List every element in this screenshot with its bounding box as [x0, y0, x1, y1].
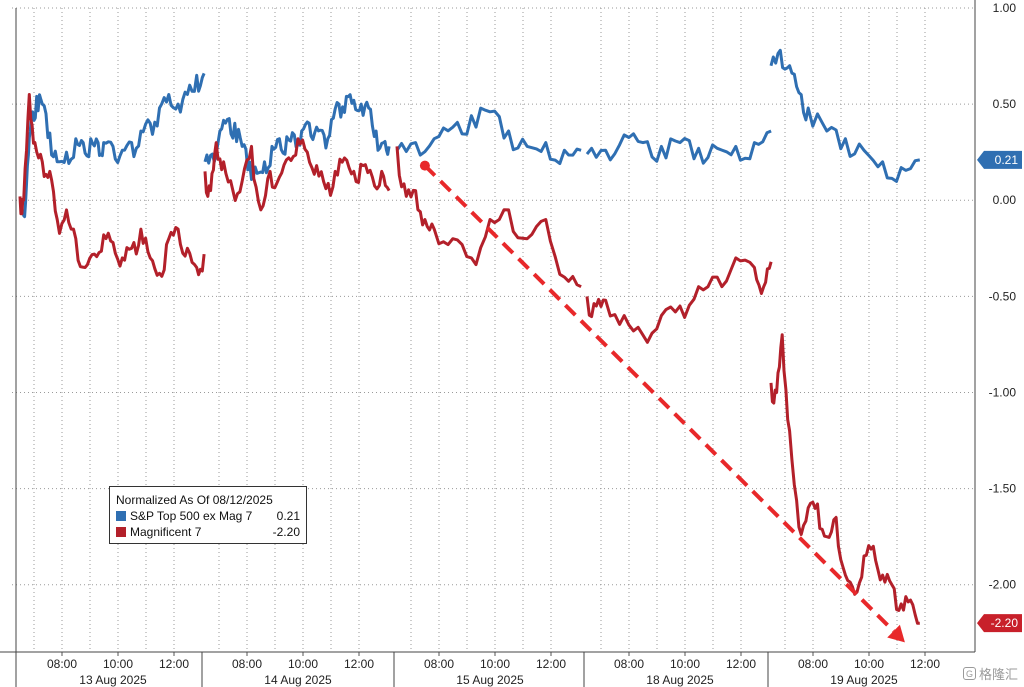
watermark-text: 格隆汇 — [978, 667, 1018, 682]
y-tick-label: 0.50 — [993, 97, 1017, 111]
x-tick-label: 08:00 — [614, 657, 644, 671]
annotation-layer — [419, 160, 905, 643]
legend-label-mag7: Magnificent 7 — [130, 525, 202, 539]
watermark: G 格隆汇 — [962, 664, 1018, 683]
legend-label-sp500: S&P Top 500 ex Mag 7 — [130, 509, 253, 523]
legend: Normalized As Of 08/12/2025 S&P Top 500 … — [109, 486, 307, 544]
x-tick-label: 12:00 — [910, 657, 940, 671]
trend-arrow-head — [887, 624, 905, 643]
legend-header: Normalized As Of 08/12/2025 — [116, 492, 300, 508]
x-tick-label: 08:00 — [798, 657, 828, 671]
y-tick-label: 1.00 — [993, 1, 1017, 15]
legend-header-text: Normalized As Of 08/12/2025 — [116, 493, 273, 507]
series-line — [585, 256, 773, 344]
last-value-tag-text: 0.21 — [995, 153, 1019, 167]
series-layer — [18, 48, 921, 625]
series-line — [18, 72, 206, 219]
x-tick-label: 08:00 — [47, 657, 77, 671]
series-line — [769, 48, 921, 183]
x-day-label: 13 Aug 2025 — [79, 673, 147, 687]
x-day-label: 18 Aug 2025 — [646, 673, 714, 687]
last-value-tag-bg — [977, 150, 1022, 169]
series-line — [18, 93, 206, 278]
y-tick-label: 0.00 — [993, 193, 1017, 207]
series-line — [203, 137, 391, 212]
last-value-tag: -2.20 — [977, 614, 1022, 633]
x-tick-label: 10:00 — [288, 657, 318, 671]
x-tick-label: 08:00 — [424, 657, 454, 671]
x-tick-label: 12:00 — [159, 657, 189, 671]
last-value-tag: 0.21 — [977, 150, 1022, 169]
trend-arrow-line — [423, 164, 895, 633]
x-tick-label: 12:00 — [726, 657, 756, 671]
legend-value-mag7: -2.20 — [272, 525, 300, 539]
legend-value-sp500: 0.21 — [276, 509, 300, 523]
series-sp500-ex-mag7 — [18, 48, 921, 219]
x-tick-label: 08:00 — [232, 657, 262, 671]
x-tick-label: 12:00 — [344, 657, 374, 671]
x-tick-label: 10:00 — [670, 657, 700, 671]
legend-entry-mag7: Magnificent 7 -2.20 — [116, 524, 300, 540]
grid — [12, 7, 975, 652]
series-magnificent-7 — [18, 93, 920, 625]
y-tick-label: -2.00 — [989, 578, 1017, 592]
series-line — [585, 129, 772, 165]
x-tick-label: 10:00 — [854, 657, 884, 671]
series-line — [769, 333, 920, 625]
x-day-label: 19 Aug 2025 — [830, 673, 898, 687]
last-value-tag-bg — [977, 614, 1022, 633]
legend-swatch-sp500 — [116, 511, 126, 521]
y-tick-label: -0.50 — [989, 289, 1017, 303]
y-tick-label: -1.50 — [989, 482, 1017, 496]
series-line — [395, 146, 582, 289]
legend-swatch-mag7 — [116, 527, 126, 537]
y-tick-label: -1.00 — [989, 385, 1017, 399]
x-tick-label: 10:00 — [103, 657, 133, 671]
x-day-label: 15 Aug 2025 — [456, 673, 524, 687]
x-tick-label: 12:00 — [536, 657, 566, 671]
last-value-tag-text: -2.20 — [991, 616, 1019, 630]
x-tick-label: 10:00 — [480, 657, 510, 671]
watermark-logo-icon: G — [962, 667, 976, 680]
legend-entry-sp500: S&P Top 500 ex Mag 7 0.21 — [116, 508, 300, 524]
series-line — [395, 106, 582, 166]
x-day-label: 14 Aug 2025 — [264, 673, 332, 687]
